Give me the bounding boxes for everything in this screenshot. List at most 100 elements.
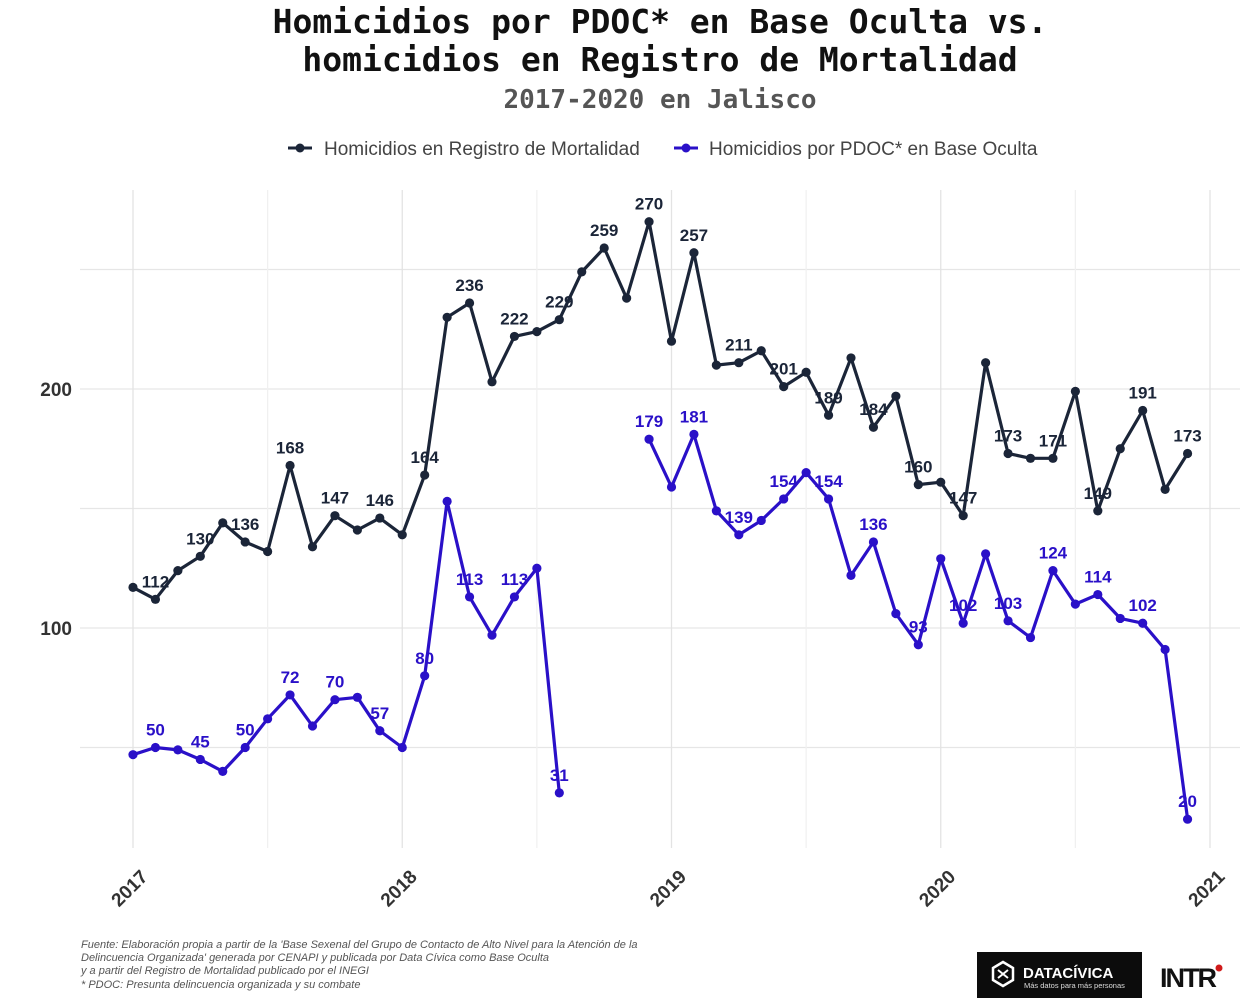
series-registro-mortalidad: 112 130 136 168 147 146 164 236 222 229 259 270 257 2… — [128, 195, 1202, 604]
data-point — [801, 468, 811, 478]
data-label: 102 — [949, 596, 977, 615]
data-point — [509, 331, 520, 342]
data-point — [666, 336, 677, 346]
data-label: 229 — [545, 293, 573, 312]
series-line — [132, 220, 1189, 601]
intr-logo: INTR — [1160, 963, 1223, 993]
data-point — [779, 382, 789, 392]
data-point — [779, 494, 789, 504]
data-point — [173, 566, 183, 576]
data-point — [868, 537, 879, 547]
data-point — [1093, 589, 1103, 600]
data-point — [285, 460, 295, 471]
data-point — [442, 312, 452, 322]
data-point — [487, 630, 497, 640]
data-point — [891, 609, 901, 619]
data-label: 45 — [191, 732, 210, 751]
legend-label-base-oculta: Homicidios por PDOC* en Base Oculta — [709, 139, 1038, 160]
y-tick-label: 200 — [40, 380, 72, 401]
data-point — [150, 742, 161, 753]
data-label: 147 — [949, 489, 977, 508]
legend: Homicidios en Registro de Mortalidad Hom… — [288, 139, 1038, 160]
data-point — [218, 518, 228, 528]
data-point — [352, 525, 362, 535]
data-point — [622, 293, 632, 303]
data-label: 184 — [859, 400, 888, 419]
series-line — [132, 432, 1190, 820]
data-point — [599, 243, 609, 253]
data-label: 201 — [770, 360, 798, 379]
datacivica-tagline: Más datos para más personas — [1024, 981, 1125, 990]
data-point — [981, 549, 991, 559]
data-label: 154 — [770, 472, 799, 491]
data-point — [666, 482, 677, 492]
data-point — [1070, 599, 1080, 609]
data-label: 270 — [635, 195, 663, 214]
data-label: 130 — [186, 529, 214, 548]
data-label: 70 — [325, 673, 344, 692]
data-point — [173, 745, 183, 755]
footer-line: Fuente: Elaboración propia a partir de l… — [81, 939, 638, 951]
footer-line: Delincuencia Organizada' generada por CE… — [81, 952, 549, 964]
x-tick-label: 2018 — [377, 867, 422, 912]
data-point — [375, 513, 385, 523]
data-point — [442, 496, 452, 506]
data-point — [689, 248, 699, 258]
data-label: 173 — [1173, 427, 1201, 446]
data-point — [1182, 814, 1193, 824]
data-point — [1160, 644, 1170, 655]
data-label: 146 — [366, 491, 394, 510]
datacivica-hex-icon — [991, 960, 1015, 988]
y-axis: 100 200 — [40, 380, 72, 640]
data-label: 147 — [321, 489, 349, 508]
legend-item-registro: Homicidios en Registro de Mortalidad — [288, 139, 640, 160]
chart-title-line2: homicidios en Registro de Mortalidad — [302, 40, 1017, 79]
data-point — [464, 592, 475, 602]
data-point — [263, 546, 273, 557]
x-axis: 2017 2018 2019 2020 2021 — [108, 866, 1230, 911]
data-label: 50 — [236, 721, 255, 740]
data-label: 124 — [1039, 544, 1068, 563]
footer-source: Fuente: Elaboración propia a partir de l… — [80, 939, 638, 991]
data-label: 191 — [1129, 384, 1157, 403]
data-point — [218, 766, 228, 777]
data-label: 211 — [725, 336, 752, 355]
data-point — [330, 695, 340, 705]
data-point — [1138, 618, 1148, 628]
data-point — [509, 592, 520, 602]
data-label: 236 — [455, 276, 483, 295]
data-point — [420, 671, 430, 681]
data-point — [397, 530, 407, 540]
data-point — [1160, 484, 1170, 494]
data-label: 179 — [635, 412, 663, 431]
data-point — [913, 640, 923, 650]
data-point — [195, 754, 205, 765]
intr-dot-icon — [1215, 964, 1223, 972]
data-point — [240, 742, 250, 753]
y-tick-label: 100 — [40, 619, 72, 640]
x-tick-label: 2020 — [915, 867, 960, 912]
data-label: 103 — [994, 594, 1022, 613]
footer-line: * PDOC: Presunta delincuencia organizada… — [81, 979, 360, 991]
data-point — [644, 217, 654, 227]
data-label: 72 — [281, 668, 300, 687]
data-point — [756, 515, 766, 526]
data-label: 80 — [415, 649, 434, 668]
data-label: 102 — [1129, 596, 1157, 615]
data-point — [420, 470, 430, 480]
chart-subtitle: 2017-2020 en Jalisco — [503, 85, 816, 115]
data-point — [1048, 453, 1058, 463]
legend-label-registro: Homicidios en Registro de Mortalidad — [324, 139, 640, 160]
data-point — [577, 267, 587, 277]
data-point — [936, 554, 946, 564]
data-point — [1070, 386, 1080, 396]
data-point — [1025, 453, 1036, 463]
data-label: 139 — [725, 508, 753, 527]
data-point — [532, 563, 542, 573]
data-label: 113 — [456, 570, 483, 589]
data-point — [1115, 613, 1125, 624]
data-point — [487, 377, 497, 387]
data-label: 257 — [680, 226, 708, 245]
data-point — [689, 429, 699, 440]
